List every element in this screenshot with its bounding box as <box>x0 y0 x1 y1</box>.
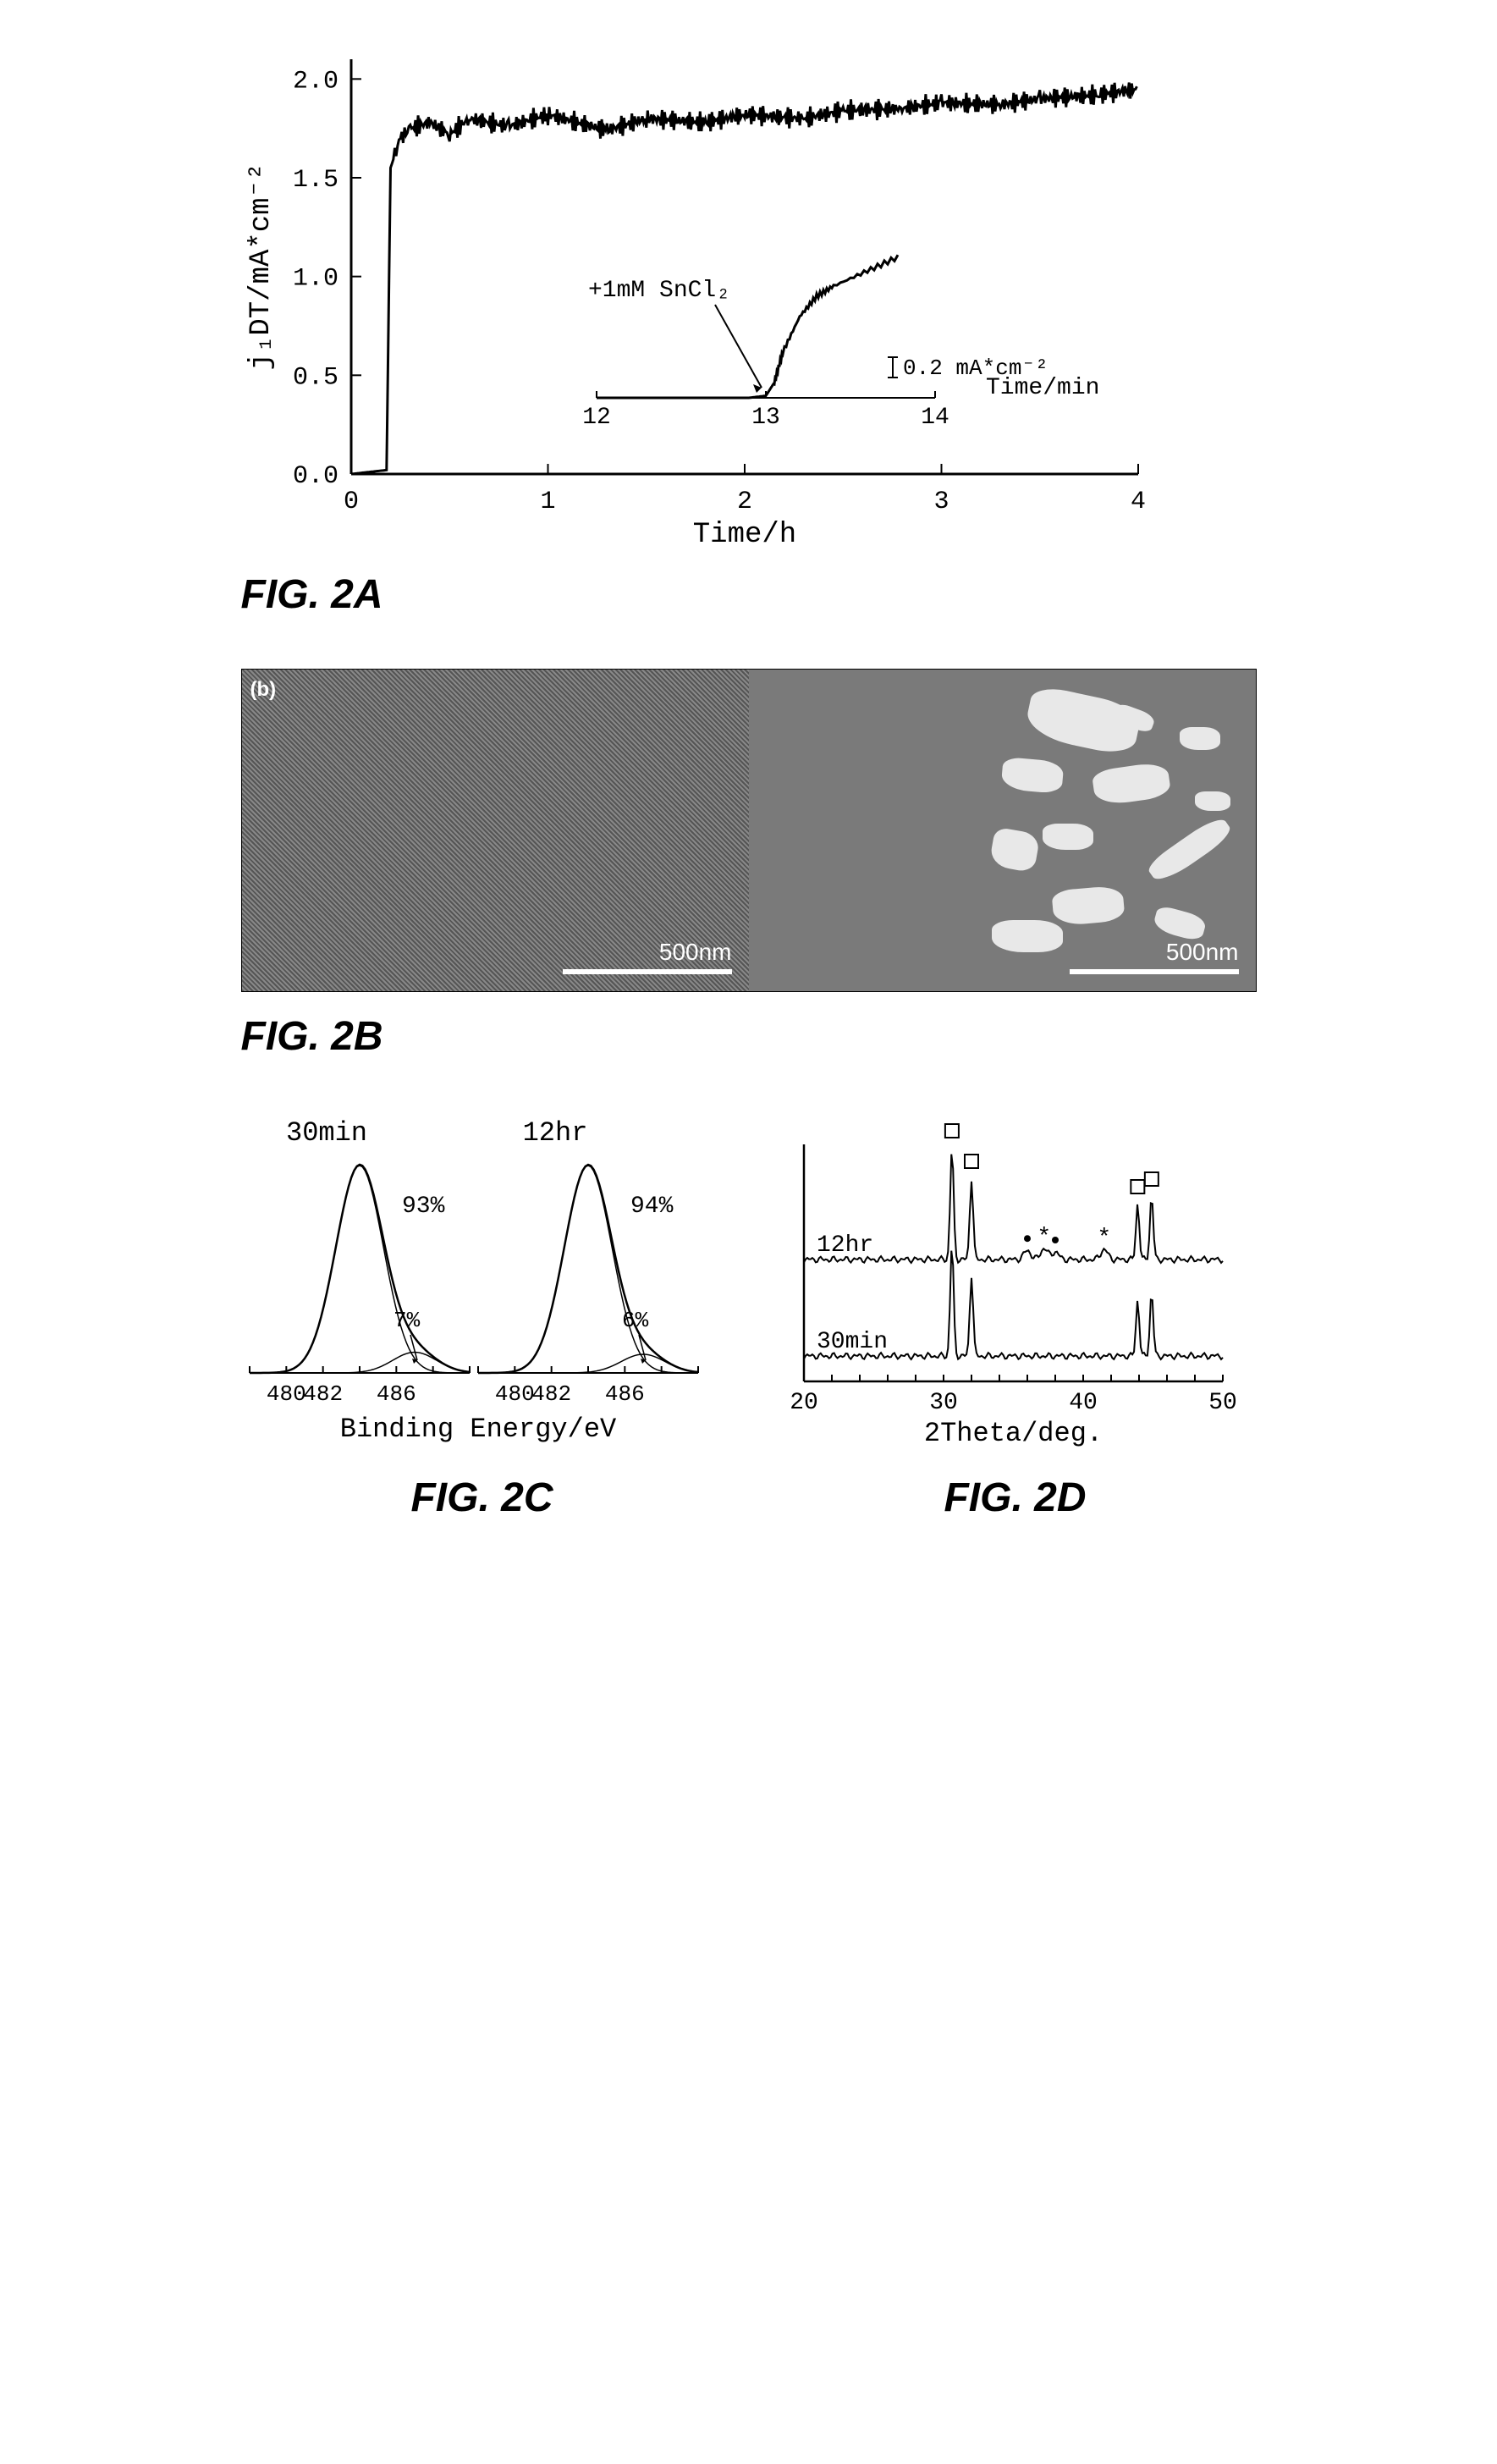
svg-text:12hr: 12hr <box>522 1117 587 1149</box>
sem-left: (b) 500nm <box>242 670 749 991</box>
scale-bar-right: 500nm <box>1070 939 1239 974</box>
svg-text:7%: 7% <box>394 1308 421 1333</box>
svg-text:13: 13 <box>751 405 780 431</box>
svg-text:486: 486 <box>376 1381 416 1407</box>
fig-2a-label: FIG. 2A <box>241 571 1257 618</box>
svg-text:20: 20 <box>790 1390 818 1416</box>
scale-line-right <box>1070 969 1239 974</box>
panel-letter: (b) <box>250 678 277 702</box>
sem-right: 500nm <box>749 670 1256 991</box>
fig-2b-label: FIG. 2B <box>241 1013 1257 1060</box>
scale-text-left: 500nm <box>659 939 732 966</box>
svg-text:482: 482 <box>531 1381 571 1407</box>
svg-text:480: 480 <box>494 1381 534 1407</box>
fig-2d-label: FIG. 2D <box>774 1475 1257 1521</box>
svg-text:40: 40 <box>1069 1390 1098 1416</box>
svg-text:1.5: 1.5 <box>292 166 338 195</box>
scale-line-left <box>563 969 732 974</box>
svg-text:3: 3 <box>933 488 949 516</box>
svg-text:30min: 30min <box>817 1329 888 1355</box>
svg-text:6%: 6% <box>622 1308 649 1333</box>
svg-text:0.2 mA*cm⁻²: 0.2 mA*cm⁻² <box>903 356 1048 381</box>
fig-2c-panel: 480 486 482 30min 93% 7% 480 486 482 12hr 94% 6% Bin… <box>241 1111 724 1521</box>
svg-text:486: 486 <box>604 1381 644 1407</box>
svg-text:0.0: 0.0 <box>292 462 338 491</box>
svg-text:50: 50 <box>1208 1390 1237 1416</box>
fig-2c-label: FIG. 2C <box>241 1475 724 1521</box>
svg-text:2.0: 2.0 <box>292 67 338 96</box>
svg-text:12hr: 12hr <box>817 1232 873 1259</box>
fig-2a-chart: 012340.00.51.01.52.0Time/hj₁DT/mA*cm⁻²12… <box>241 34 1257 563</box>
fig-2a-panel: 012340.00.51.01.52.0Time/hj₁DT/mA*cm⁻²12… <box>241 34 1257 618</box>
fig-2b-panel: (b) 500nm 500nm FIG. 2B <box>241 669 1257 1060</box>
svg-text:+1mM SnCl₂: +1mM SnCl₂ <box>588 278 730 304</box>
svg-text:*: * <box>1037 1225 1051 1251</box>
svg-text:j₁DT/mA*cm⁻²: j₁DT/mA*cm⁻² <box>245 163 278 371</box>
svg-text:30min: 30min <box>285 1117 366 1149</box>
scale-bar-left: 500nm <box>563 939 732 974</box>
svg-text:4: 4 <box>1130 488 1145 516</box>
svg-text:93%: 93% <box>402 1193 445 1220</box>
svg-text:2Theta/deg.: 2Theta/deg. <box>923 1418 1102 1449</box>
svg-text:1: 1 <box>540 488 555 516</box>
svg-text:Time/h: Time/h <box>692 519 795 551</box>
scale-text-right: 500nm <box>1166 939 1239 966</box>
fig-2d-panel: 20 30 40 50 2Theta/deg. 12hr 30min * * FIG. 2D <box>774 1111 1257 1521</box>
svg-text:*: * <box>1097 1226 1111 1252</box>
svg-text:1.0: 1.0 <box>292 265 338 294</box>
svg-text:12: 12 <box>582 405 611 431</box>
svg-text:0: 0 <box>343 488 358 516</box>
svg-text:2: 2 <box>736 488 751 516</box>
svg-text:480: 480 <box>266 1381 305 1407</box>
svg-text:30: 30 <box>929 1390 958 1416</box>
svg-text:14: 14 <box>921 405 949 431</box>
svg-text:0.5: 0.5 <box>292 363 338 392</box>
bottom-row: 480 486 482 30min 93% 7% 480 486 482 12hr 94% 6% Bin… <box>241 1111 1257 1521</box>
svg-text:94%: 94% <box>630 1193 674 1220</box>
sem-image: (b) 500nm 500nm <box>241 669 1257 992</box>
svg-text:482: 482 <box>303 1381 343 1407</box>
svg-text:Binding Energy/eV: Binding Energy/eV <box>339 1414 616 1445</box>
